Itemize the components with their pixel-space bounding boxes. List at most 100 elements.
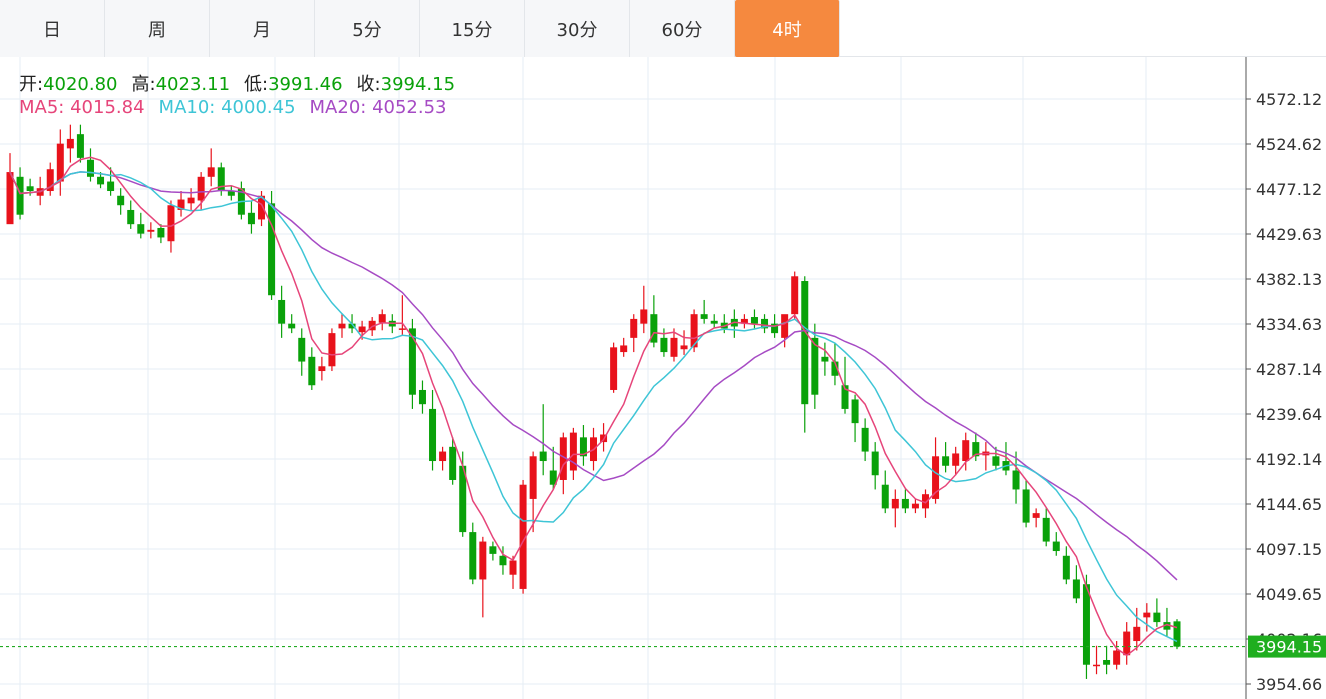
candle-body — [710, 320, 718, 324]
candle-body — [489, 546, 497, 554]
candle-body — [921, 494, 929, 509]
y-axis-tick-label: 4477.12 — [1256, 180, 1322, 199]
tab-60min[interactable]: 60分 — [630, 0, 735, 57]
tab-4hour[interactable]: 4时 — [735, 0, 840, 57]
candle-body — [539, 451, 547, 462]
candle-body — [519, 484, 527, 589]
timeframe-tabbar: 日 周 月 5分 15分 30分 60分 4时 — [0, 0, 1326, 57]
candle-body — [469, 532, 477, 580]
candle-body — [901, 498, 909, 509]
candle-body — [911, 503, 919, 509]
tab-day[interactable]: 日 — [0, 0, 105, 57]
candle-body — [358, 326, 366, 333]
candle-body — [650, 314, 658, 343]
candle-body — [439, 451, 447, 462]
candle-body — [831, 361, 839, 376]
y-axis-tick-label: 4382.13 — [1256, 270, 1322, 289]
candle-body — [1153, 612, 1161, 623]
candle-body — [137, 224, 145, 234]
candle-body — [1133, 626, 1141, 642]
y-axis-tick-label: 4287.14 — [1256, 360, 1322, 379]
y-axis-tick-label: 4334.63 — [1256, 315, 1322, 334]
candle-body — [66, 138, 74, 149]
y-axis-tick-label: 4239.64 — [1256, 405, 1322, 424]
candle-body — [881, 484, 889, 509]
candle-body — [962, 440, 970, 462]
ma5-line — [9, 156, 1178, 657]
tab-month[interactable]: 月 — [210, 0, 315, 57]
candlestick-chart[interactable]: 4572.12 4524.62 4477.12 4429.63 4382.13 4334.… — [0, 57, 1326, 699]
candle-body — [318, 366, 326, 372]
candle-body — [338, 323, 346, 329]
ma20-label: MA20: — [309, 97, 367, 118]
candle-body — [821, 356, 829, 362]
tab-30min[interactable]: 30分 — [525, 0, 630, 57]
candle-body — [630, 318, 638, 338]
tab-15min[interactable]: 15分 — [420, 0, 525, 57]
candle-body — [1123, 631, 1131, 656]
candle-body — [26, 186, 34, 192]
candle-body — [771, 323, 779, 334]
candle-body — [1012, 470, 1020, 490]
candle-body — [1103, 659, 1111, 665]
candle-body — [86, 159, 94, 177]
close-label: 收: — [356, 74, 381, 95]
candle-body — [841, 385, 849, 409]
y-axis-tick-label: 4192.14 — [1256, 450, 1322, 469]
tab-week[interactable]: 周 — [105, 0, 210, 57]
open-label: 开: — [19, 74, 44, 95]
low-value: 3991.46 — [268, 74, 343, 95]
candle-body — [952, 453, 960, 466]
y-axis-tick-label: 4097.15 — [1256, 540, 1322, 559]
candle-body — [750, 317, 758, 324]
candle-body — [97, 176, 105, 185]
candle-body — [197, 176, 205, 201]
candle-body — [499, 555, 507, 566]
candle-body — [107, 181, 115, 192]
candle-body — [207, 167, 215, 177]
ma5-value: 4015.84 — [70, 97, 145, 118]
candle-body — [348, 323, 356, 329]
candle-body — [942, 456, 950, 466]
candle-body — [408, 328, 416, 395]
candle-body — [46, 169, 54, 192]
candle-body — [972, 442, 980, 457]
candle-body — [187, 197, 195, 204]
ma10-value: 4000.45 — [221, 97, 296, 118]
chart-canvas[interactable]: 4572.12 4524.62 4477.12 4429.63 4382.13 4334.… — [0, 57, 1326, 699]
candle-body — [579, 437, 587, 457]
ma5-label: MA5: — [19, 97, 65, 118]
candle-body — [1042, 517, 1050, 542]
candle-body — [247, 212, 255, 225]
candle-body — [1143, 612, 1151, 618]
candle-body — [1032, 513, 1040, 518]
candle-body — [479, 541, 487, 580]
candle-body — [680, 345, 688, 350]
candle-body — [1052, 541, 1060, 552]
candle-body — [127, 209, 135, 225]
candle-body — [851, 399, 859, 424]
candle-body — [781, 314, 789, 338]
y-axis-tick-label: 4049.65 — [1256, 585, 1322, 604]
candle-body — [147, 229, 155, 232]
candle-body — [258, 195, 266, 220]
tab-5min[interactable]: 5分 — [315, 0, 420, 57]
candle-body — [177, 199, 185, 210]
candle-body — [418, 389, 426, 405]
candle-body — [1113, 650, 1121, 665]
close-value: 3994.15 — [380, 74, 456, 95]
candle-body — [549, 470, 557, 485]
candle-body — [429, 408, 437, 462]
candle-body — [1163, 622, 1171, 630]
candle-body — [620, 345, 628, 353]
ma10-label: MA10: — [158, 97, 216, 118]
candle-body — [398, 328, 406, 330]
candle-body — [640, 309, 648, 324]
candle-body — [690, 314, 698, 348]
candle-body — [1072, 579, 1080, 599]
ma-info: MA5: 4015.84 MA10: 4000.45 MA20: 4052.53 — [19, 97, 447, 118]
candle-body — [891, 498, 899, 509]
candle-body — [559, 437, 567, 480]
candle-body — [16, 176, 24, 215]
candle-body — [449, 446, 457, 480]
